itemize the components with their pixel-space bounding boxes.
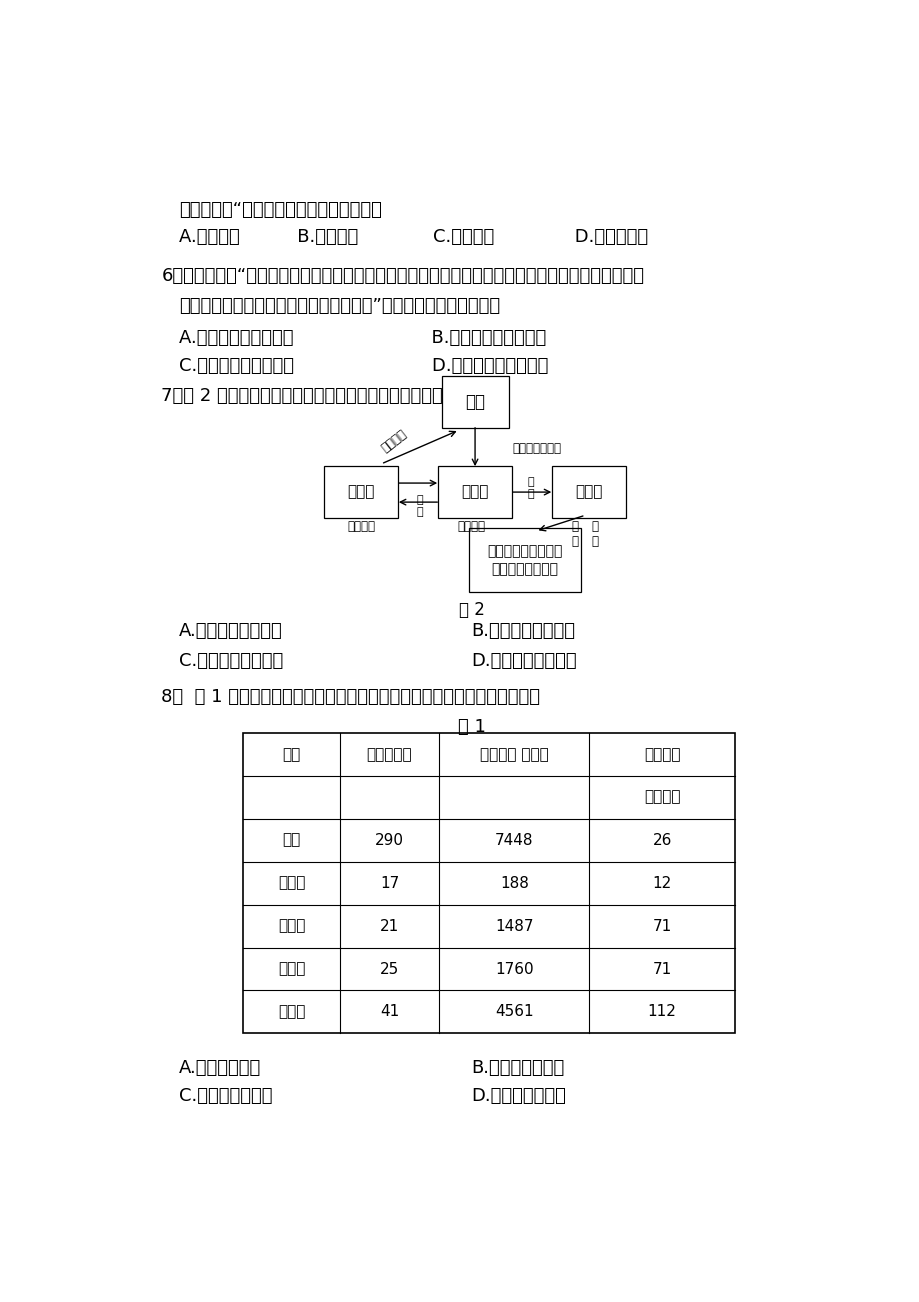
Text: 可使如一家；猜忌多，则骨肉不免为仇敌”。以此为鉴，唐太宗采取: 可使如一家；猜忌多，则骨肉不免为仇敌”。以此为鉴，唐太宗采取 (179, 297, 500, 315)
Text: 25: 25 (380, 961, 399, 976)
Text: A.提倡文官制度: A.提倡文官制度 (179, 1059, 261, 1077)
Text: 吹部、户部、礼部、
兵部、刑部、工部: 吹部、户部、礼部、 兵部、刑部、工部 (487, 544, 562, 575)
Text: 12: 12 (652, 875, 671, 891)
Text: 时代: 时代 (282, 746, 301, 762)
Text: 通
过: 通 过 (527, 478, 533, 499)
Text: 8．  表 1 为唐宋时期科举进士的录取情况。导致这一现象的主要原因是宋代: 8． 表 1 为唐宋时期科举进士的录取情况。导致这一现象的主要原因是宋代 (161, 687, 539, 706)
Text: D.分权制衡原则确立: D.分权制衡原则确立 (471, 652, 576, 671)
Text: 封
驳: 封 驳 (415, 495, 423, 517)
Text: A.皇权削弱相权加强: A.皇权削弱相权加强 (179, 622, 283, 641)
Text: 7．图 2 为唐朝三省六部的分工和运作流程。这反映出当时: 7．图 2 为唐朝三省六部的分工和运作流程。这反映出当时 (161, 387, 453, 405)
Text: 290: 290 (375, 832, 403, 848)
Text: 宋仁宗: 宋仁宗 (278, 1004, 305, 1019)
Text: 录取进士 总人数: 录取进士 总人数 (480, 746, 548, 762)
Text: 提报上奏: 提报上奏 (379, 427, 409, 454)
Text: 1760: 1760 (494, 961, 533, 976)
Text: 宋太宗: 宋太宗 (278, 918, 305, 934)
Text: 唐朝: 唐朝 (282, 832, 301, 848)
Text: 112: 112 (647, 1004, 676, 1019)
Text: 26: 26 (652, 832, 671, 848)
Text: 审议政令: 审议政令 (457, 521, 485, 533)
Text: 录取人数: 录取人数 (643, 789, 680, 805)
Text: 7448: 7448 (494, 832, 533, 848)
Text: 1487: 1487 (494, 918, 533, 934)
Text: 尚书省: 尚书省 (574, 484, 602, 500)
Text: C.决策具有民主色彩: C.决策具有民主色彩 (179, 652, 283, 671)
Text: 平均每年: 平均每年 (643, 746, 680, 762)
Text: 政
令: 政 令 (591, 521, 597, 548)
Text: 门下省: 门下省 (460, 484, 488, 500)
Text: A.开明平等的民族政策                        B.为国理财的经济政策: A.开明平等的民族政策 B.为国理财的经济政策 (179, 328, 546, 346)
Text: 宋太祖: 宋太祖 (278, 875, 305, 891)
FancyBboxPatch shape (323, 466, 398, 518)
Text: 17: 17 (380, 875, 399, 891)
Text: 统治（年）: 统治（年） (367, 746, 412, 762)
Text: B.政府行政效率提升: B.政府行政效率提升 (471, 622, 575, 641)
Text: 4561: 4561 (494, 1004, 533, 1019)
Text: 起草政令: 起草政令 (346, 521, 375, 533)
Text: 6．唐太宗认为“夷狄亦人耳，其情与中夏不殊。人主患德泽不加，不必猜忌异类。盖德泽洽，则四夷: 6．唐太宗认为“夷狄亦人耳，其情与中夏不殊。人主患德泽不加，不必猜忌异类。盖德泽… (161, 267, 643, 285)
Text: A.吴起变法          B.李悝变法             C.商鞅变法              D.孝文帝改革: A.吴起变法 B.李悝变法 C.商鞅变法 D.孝文帝改革 (179, 228, 648, 246)
Text: D.加强君权的需要: D.加强君权的需要 (471, 1087, 566, 1104)
FancyBboxPatch shape (468, 529, 581, 592)
Text: 皇帝: 皇帝 (465, 393, 484, 411)
FancyBboxPatch shape (441, 376, 508, 428)
Text: 71: 71 (652, 961, 671, 976)
Text: 图 2: 图 2 (458, 602, 484, 620)
Text: B.完善了科举制度: B.完善了科举制度 (471, 1059, 564, 1077)
Text: 执
行: 执 行 (571, 521, 578, 548)
Bar (243, 733, 734, 1034)
Text: 41: 41 (380, 1004, 399, 1019)
Text: 宋真宗: 宋真宗 (278, 961, 305, 976)
FancyBboxPatch shape (551, 466, 626, 518)
Text: C.贵华夏贱夷狄的政策                        D.互利互惠的对外政策: C.贵华夏贱夷狄的政策 D.互利互惠的对外政策 (179, 357, 548, 375)
Text: 71: 71 (652, 918, 671, 934)
Text: 188: 188 (499, 875, 528, 891)
Text: 同意后交予审议: 同意后交予审议 (512, 443, 562, 456)
Text: 表 1: 表 1 (457, 717, 485, 736)
Text: C.文学发展的结果: C.文学发展的结果 (179, 1087, 272, 1104)
Text: 中书省: 中书省 (346, 484, 374, 500)
FancyBboxPatch shape (437, 466, 512, 518)
Text: 21: 21 (380, 918, 399, 934)
Text: 历史规律。“下列能体现这一历史规律的是: 历史规律。“下列能体现这一历史规律的是 (179, 202, 381, 219)
